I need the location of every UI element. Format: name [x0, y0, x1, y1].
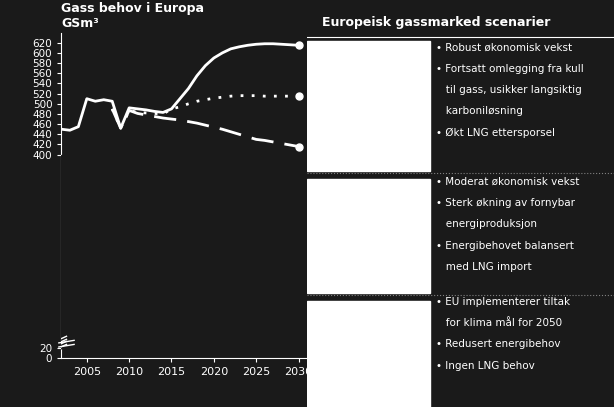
Text: • Sterk økning av fornybar: • Sterk økning av fornybar — [436, 198, 575, 208]
Text: • Robust økonomisk vekst: • Robust økonomisk vekst — [436, 43, 572, 53]
Text: • Redusert energibehov: • Redusert energibehov — [436, 339, 561, 350]
Bar — [61, 155, 307, 348]
Text: Gass behov i Europa
GSm³: Gass behov i Europa GSm³ — [61, 2, 204, 30]
Text: til gass, usikker langsiktig: til gass, usikker langsiktig — [436, 85, 581, 95]
Text: • Moderat økonomisk vekst: • Moderat økonomisk vekst — [436, 177, 580, 187]
Text: med LNG import: med LNG import — [436, 262, 532, 272]
Bar — [307, 179, 430, 293]
Text: • Økt LNG ettersporsel: • Økt LNG ettersporsel — [436, 127, 555, 138]
Text: for klima mål for 2050: for klima mål for 2050 — [436, 318, 562, 328]
Text: • Fortsatt omlegging fra kull: • Fortsatt omlegging fra kull — [436, 64, 584, 74]
Text: • Energibehovet balansert: • Energibehovet balansert — [436, 241, 574, 251]
Text: Europeisk gassmarked scenarier: Europeisk gassmarked scenarier — [322, 16, 551, 29]
Text: • Ingen LNG behov: • Ingen LNG behov — [436, 361, 535, 371]
Bar — [307, 41, 430, 171]
Text: energiproduksjon: energiproduksjon — [436, 219, 537, 230]
Text: • EU implementerer tiltak: • EU implementerer tiltak — [436, 297, 570, 307]
Text: karboniløsning: karboniløsning — [436, 106, 523, 116]
Bar — [307, 301, 430, 407]
